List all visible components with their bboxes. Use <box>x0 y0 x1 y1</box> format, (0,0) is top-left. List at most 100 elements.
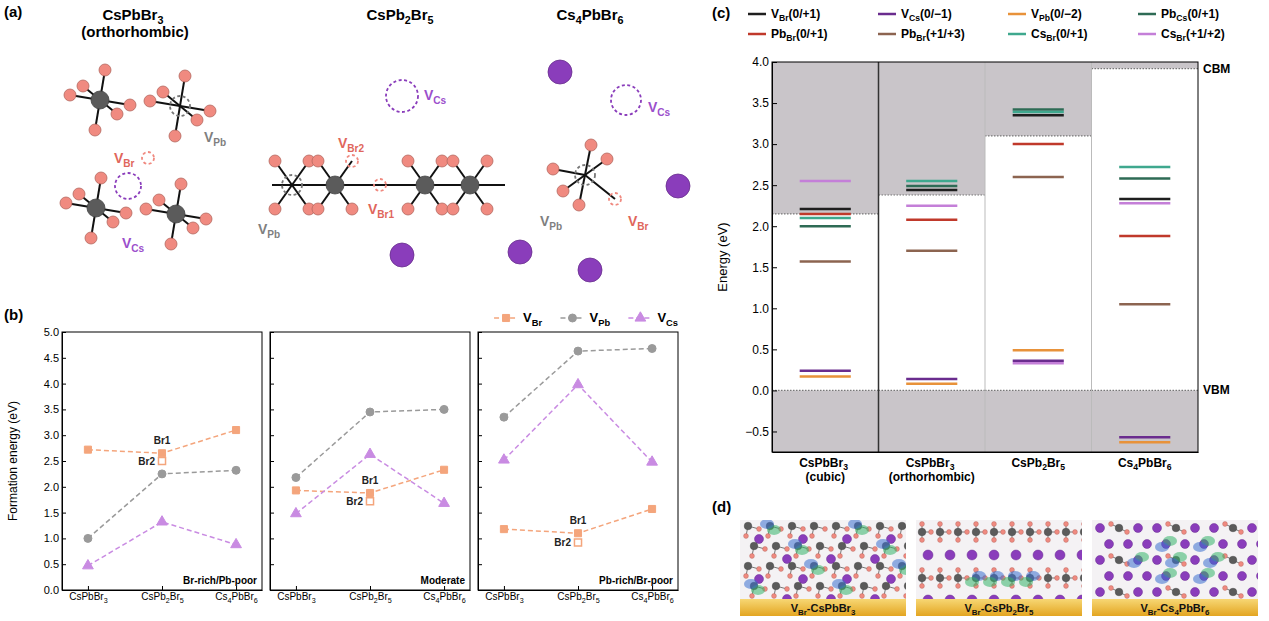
defect-label: VBr <box>114 150 135 169</box>
atom <box>111 108 123 120</box>
x-tick: CsPbBr3 <box>69 586 107 605</box>
atom <box>175 178 187 190</box>
charge-density <box>1155 542 1169 552</box>
tick-label: CsPb2Br5 <box>141 591 183 605</box>
atom <box>1115 588 1123 596</box>
legend-entry: VPb <box>560 310 610 328</box>
defect-level <box>1013 349 1064 352</box>
text-part: Pb <box>213 137 226 148</box>
tick-mark <box>504 586 505 590</box>
x-tick: Cs4PbBr6 <box>423 586 465 605</box>
atom <box>956 584 961 589</box>
atom <box>983 530 988 535</box>
defect-level <box>800 369 851 372</box>
atom <box>402 155 414 167</box>
atom <box>860 594 865 599</box>
vbm-edge <box>772 390 879 391</box>
charge-density <box>1193 574 1207 584</box>
structure-title: CsPb2Br5 <box>366 6 433 26</box>
marker <box>232 466 240 474</box>
annotation: Br1 <box>362 475 379 486</box>
atom <box>1046 584 1051 589</box>
y-tick: 1.5 <box>44 507 66 519</box>
atom <box>1257 540 1259 549</box>
atom <box>898 574 903 579</box>
panel-d: VBr-CsPbBr3VBr-CsPb2Br5VBr-Cs4PbBr6 <box>740 519 1266 621</box>
y-tick <box>478 564 482 565</box>
tick-mark <box>270 538 274 539</box>
text-part: Cs <box>423 591 435 602</box>
charge-density <box>1001 577 1015 587</box>
legend-entry: VCs <box>628 310 678 328</box>
tick-label: 4.0 <box>44 378 59 390</box>
charge-density <box>744 579 758 589</box>
atom <box>832 574 837 579</box>
tick-mark <box>478 409 482 410</box>
atom <box>974 522 979 527</box>
data-layer <box>83 427 242 569</box>
defect-level <box>1013 143 1064 146</box>
atom <box>750 594 755 599</box>
atom <box>876 534 881 539</box>
panel-letter: (d) <box>712 498 731 515</box>
text-part: Br <box>798 608 807 617</box>
text-part: Cs <box>657 107 670 118</box>
x-axis: CsPbBr3CsPb2Br5Cs4PbBr6 <box>63 586 263 605</box>
legend-label: VPb(0/−2) <box>1031 7 1082 23</box>
y-tick: 4.0 <box>44 378 66 390</box>
text-part: V <box>1031 7 1039 21</box>
y-tick: 4.5 <box>44 352 66 364</box>
text-part: Pb <box>267 229 280 240</box>
structure-title: Cs4PbBr6 <box>556 6 623 26</box>
text-part: (0/−2) <box>1050 7 1082 21</box>
tick-label: 0.5 <box>752 343 769 357</box>
legend-swatch <box>878 33 896 36</box>
text-part: Br2 <box>347 143 364 154</box>
text-part: CsPb <box>557 591 582 602</box>
vbm-edge <box>985 390 1092 391</box>
text-part: (+1/+3) <box>926 27 965 41</box>
column-separator <box>985 62 986 452</box>
atom <box>547 163 559 175</box>
legend-label: PbBr(0/+1) <box>771 27 828 43</box>
atom <box>1229 524 1237 532</box>
defect-level <box>1119 177 1170 180</box>
tick-label: CsPbBr3 <box>485 591 523 605</box>
atom <box>99 64 111 76</box>
atom <box>1115 556 1123 564</box>
atom <box>73 188 85 200</box>
tick-mark <box>62 409 66 410</box>
marker <box>83 560 94 569</box>
atom <box>1239 562 1244 567</box>
y-tick: 4.0 <box>752 55 777 69</box>
marker <box>158 450 165 457</box>
tick-mark <box>772 431 777 432</box>
x-axis: CsPbBr3 (cubic)CsPbBr3 (orthorhombic)CsP… <box>773 452 1199 484</box>
atom <box>436 155 448 167</box>
text-part: Cs <box>631 591 643 602</box>
text-part: -CsPbBr <box>807 602 852 614</box>
legend-label: PbBr(+1/+3) <box>901 27 965 43</box>
image-content <box>740 520 906 616</box>
atom <box>807 587 812 592</box>
x-tick: CsPb2Br5 <box>557 586 599 605</box>
atom <box>1248 524 1257 533</box>
atom <box>829 547 834 552</box>
atom <box>920 568 925 573</box>
y-tick: 2.0 <box>752 220 777 234</box>
y-tick: 1.0 <box>44 532 66 544</box>
atom <box>1096 588 1105 597</box>
atom <box>1181 572 1190 581</box>
atom <box>269 155 281 167</box>
atom <box>1011 550 1021 560</box>
marker <box>439 497 450 506</box>
text-part: V <box>771 7 779 21</box>
tick-mark <box>478 538 482 539</box>
tick-mark <box>270 358 274 359</box>
atom <box>60 197 72 209</box>
plot-frame <box>270 332 470 590</box>
image-content <box>916 520 1082 616</box>
defect-label: VPb <box>204 129 226 148</box>
charge-density <box>1127 558 1141 568</box>
atom <box>920 584 925 589</box>
